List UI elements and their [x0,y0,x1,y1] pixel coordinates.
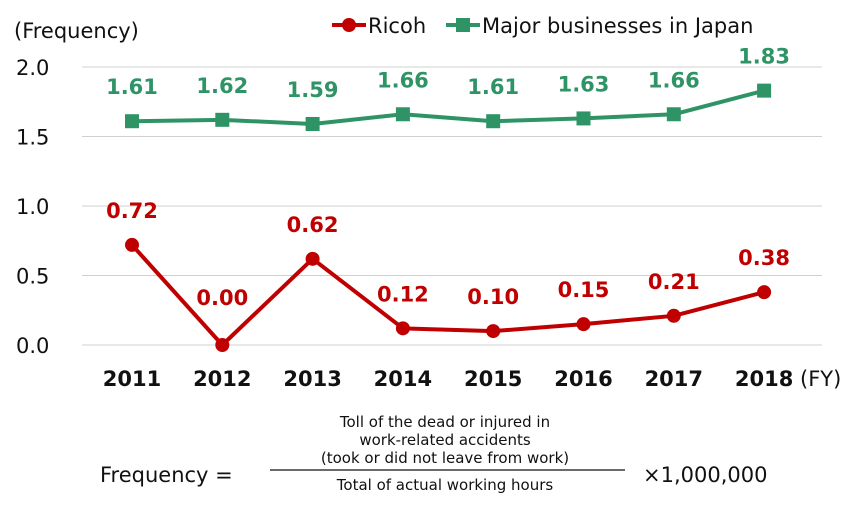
data-label: 1.59 [287,78,339,102]
x-axis-unit: (FY) [800,367,841,391]
x-tick-label: 2017 [645,367,703,391]
data-point [125,237,139,252]
data-point [125,114,139,129]
data-point [486,324,501,339]
formula-lhs: Frequency = [100,463,233,487]
data-point [486,114,501,129]
formula: Frequency = Toll of the dead or injured … [100,413,767,494]
x-tick-label: 2015 [464,367,522,391]
y-tick-label: 0.0 [16,334,49,358]
x-tick-label: 2012 [193,367,251,391]
x-tick-label: 2014 [374,367,432,391]
y-tick-label: 1.5 [16,126,49,150]
data-point [576,111,591,126]
data-label: 0.00 [196,286,248,310]
formula-numerator-line-3: (took or did not leave from work) [321,449,569,467]
series-line [131,88,765,126]
data-label: 0.21 [648,270,700,294]
y-tick-label: 0.5 [16,265,49,289]
formula-multiplier: ×1,000,000 [643,463,767,487]
data-label: 1.62 [196,74,248,98]
data-point [395,321,410,336]
formula-numerator-line-1: Toll of the dead or injured in [339,413,550,431]
legend-ricoh-marker [342,18,356,32]
legend-ricoh-label: Ricoh [368,14,426,38]
data-label: 0.10 [467,285,519,309]
data-label: 1.63 [558,72,610,96]
data-label: 1.61 [106,75,158,99]
legend-major-marker [456,18,470,32]
data-point [395,107,410,122]
data-point [666,308,681,323]
x-tick-label: 2018 [735,367,793,391]
data-label: 1.66 [648,68,700,92]
data-point [215,112,230,127]
y-tick-label: 2.0 [16,56,49,80]
data-label: 0.38 [738,246,790,270]
legend-major-label: Major businesses in Japan [482,14,753,38]
data-label: 1.83 [738,45,790,69]
data-point [757,285,772,300]
x-tick-label: 2016 [554,367,612,391]
data-label: 0.12 [377,282,429,306]
data-label: 1.66 [377,68,429,92]
y-axis-label: (Frequency) [14,19,139,43]
data-point [576,317,591,332]
data-label: 0.62 [287,213,339,237]
formula-numerator-line-2: work-related accidents [359,431,531,449]
series-major-businesses: 1.61 1.62 1.59 1.66 1.61 1.63 1.66 1.83 [106,45,790,131]
data-point [666,107,681,122]
data-label: 1.61 [467,75,519,99]
x-tick-label: 2013 [283,367,341,391]
series-ricoh: 0.72 0.00 0.62 0.12 0.10 0.15 0.21 0.38 [106,199,790,352]
data-point [757,83,772,98]
data-point [305,116,320,131]
x-tick-label: 2011 [103,367,161,391]
data-label: 0.15 [558,278,610,302]
data-point [305,251,320,266]
data-point [215,338,230,352]
data-label: 0.72 [106,199,158,223]
y-tick-label: 1.0 [16,195,49,219]
formula-denominator: Total of actual working hours [336,476,554,494]
series-line [130,243,765,347]
